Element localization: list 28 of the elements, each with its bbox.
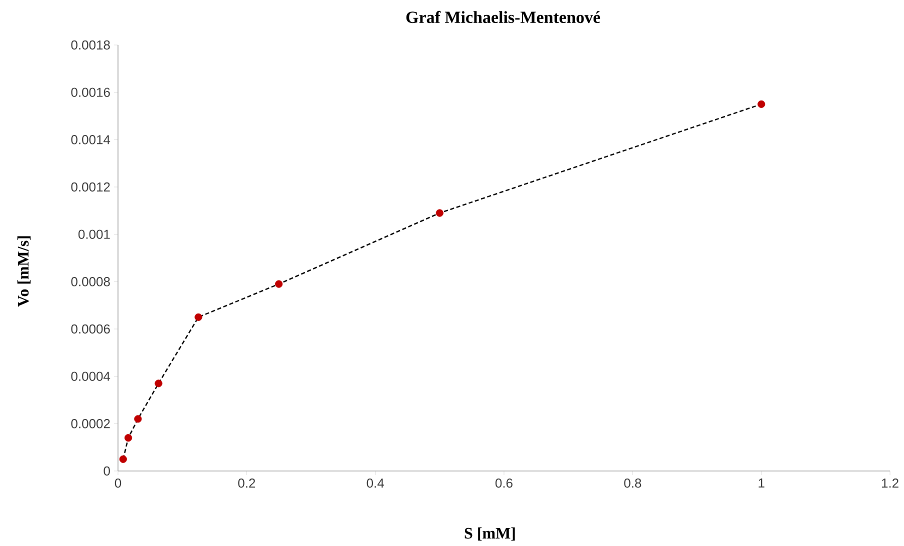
x-tick-label: 1 bbox=[758, 478, 764, 488]
chart-title: Graf Michaelis-Mentenové bbox=[406, 10, 600, 24]
x-tick-label: 1.2 bbox=[882, 478, 898, 488]
point bbox=[436, 209, 444, 217]
y-tick-label: 0.0008 bbox=[71, 277, 110, 286]
y-tick-label: 0.0004 bbox=[71, 372, 110, 381]
y-tick-label: 0.0006 bbox=[71, 324, 110, 334]
y-tick-label: 0 bbox=[104, 466, 110, 476]
x-axis-title: S [mM] bbox=[464, 527, 515, 541]
x-tick-label: 0.8 bbox=[624, 478, 642, 488]
point bbox=[134, 415, 142, 423]
x-tick-label: 0.6 bbox=[495, 478, 512, 488]
point bbox=[119, 455, 127, 463]
y-axis-title: Vo [mM/s] bbox=[17, 236, 31, 307]
x-tick-label: 0.2 bbox=[238, 478, 256, 488]
x-tick-label: 0 bbox=[114, 478, 122, 488]
y-tick-label: 0.001 bbox=[78, 230, 110, 239]
point bbox=[124, 434, 132, 442]
y-tick-label: 0.0018 bbox=[71, 40, 110, 50]
point bbox=[154, 380, 162, 388]
y-tick-label: 0.0016 bbox=[71, 88, 110, 97]
y-tick-label: 0.0012 bbox=[71, 182, 110, 192]
point bbox=[275, 280, 283, 288]
y-tick-label: 0.0014 bbox=[71, 135, 110, 144]
x-tick-label: 0.4 bbox=[366, 478, 384, 488]
point bbox=[758, 100, 766, 108]
point bbox=[194, 313, 202, 321]
y-tick-label: 0.0002 bbox=[71, 419, 110, 428]
